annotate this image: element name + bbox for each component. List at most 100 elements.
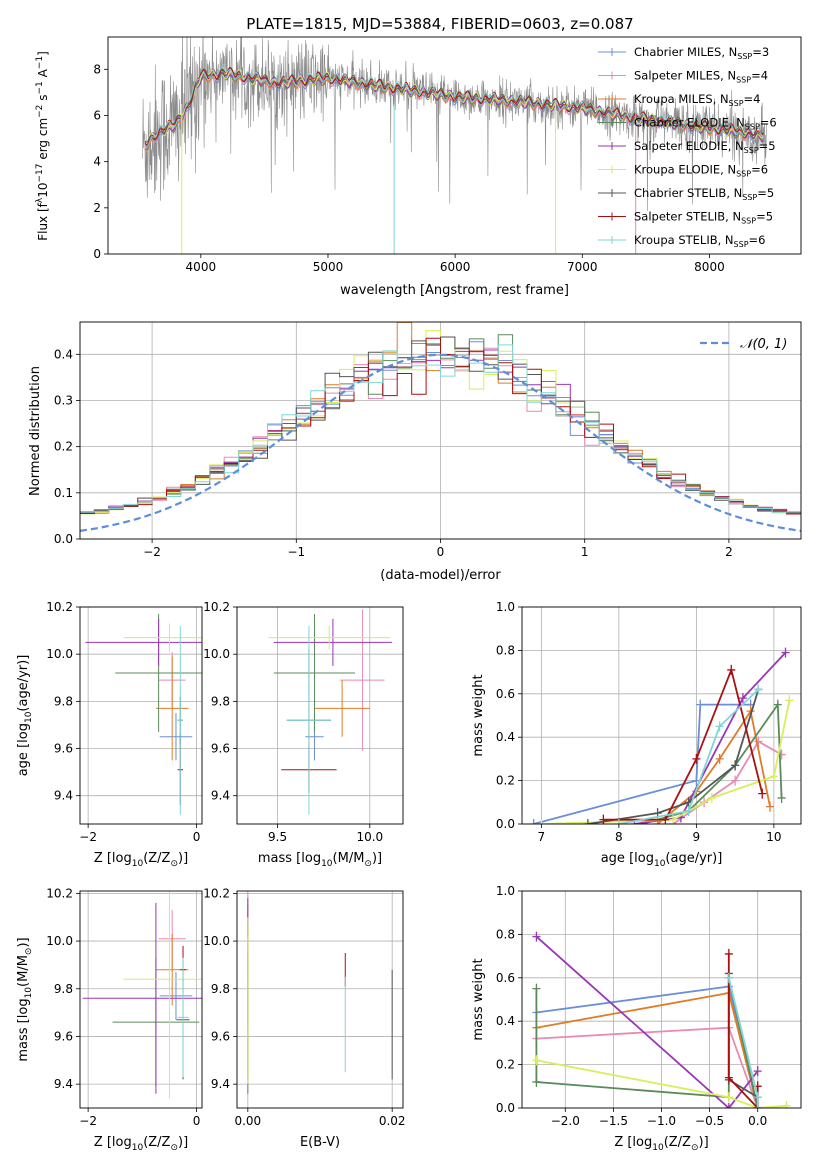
legend-entry: Salpeter ELODIE, NSSP=5 xyxy=(634,139,776,155)
x-tick-label: −2 xyxy=(79,1114,97,1128)
weight-line-chabrier_miles xyxy=(533,703,751,824)
y-tick-label: 0.8 xyxy=(496,643,515,657)
weight-marker-salpeter_stelib xyxy=(724,948,733,959)
y-tick-label: 0.6 xyxy=(496,971,515,985)
weight-marker-kroupa_elodie xyxy=(785,695,794,706)
y-tick-label: 8 xyxy=(93,62,101,76)
axes-residuals: −2 −1 0 1 2 0.0 0.1 0.2 0.3 0.4 𝒩(0, 1) (data-model… xyxy=(28,321,802,583)
y-tick-label: 0.2 xyxy=(54,440,73,454)
axes-frame xyxy=(79,606,203,825)
grid xyxy=(237,606,403,824)
label-part: ⊙ xyxy=(24,948,34,956)
label-part: −1 xyxy=(35,81,45,94)
legend-count: =4 xyxy=(744,92,761,106)
axes-age-vs-Z: −2 09.49.69.810.010.2Z [log10(Z/Z⊙)]age [… xyxy=(16,600,203,869)
legend-name: Salpeter MILES, N xyxy=(634,69,736,83)
legend-sub: SSP xyxy=(745,123,760,132)
legend-name: Salpeter ELODIE, N xyxy=(634,139,744,153)
label-part: Z [log xyxy=(614,1135,652,1150)
y-axis-label: age [log10(age/yr)] xyxy=(16,655,34,777)
model-spectrum-chabrier_stelib xyxy=(144,67,764,143)
y-tick-label: 0.0 xyxy=(496,1101,515,1115)
y-tick-label: 9.4 xyxy=(211,1077,230,1091)
weight-marker-chabrier_elodie xyxy=(532,983,541,994)
x-axis-label: age [log10(age/yr)] xyxy=(601,851,723,869)
weight-marker-kroupa_stelib xyxy=(724,972,733,983)
legend-sub: SSP xyxy=(742,193,757,202)
y-tick-label: 9.8 xyxy=(211,982,230,996)
weight-marker-kroupa_elodie xyxy=(724,1092,733,1103)
x-tick-label: −2.0 xyxy=(551,1114,580,1128)
y-tick-label: 0.8 xyxy=(496,927,515,941)
axes-age-vs-mass: 9.5 10.0 9.4 9.6 9.8 10.0 10.2 mass [log10(M/M⊙… xyxy=(203,600,404,869)
weight-marker-salpeter_stelib xyxy=(692,753,701,764)
legend-entry: 𝒩(0, 1) xyxy=(740,337,787,352)
weight-marker-chabrier_elodie xyxy=(773,699,782,710)
weight-marker-kroupa_stelib xyxy=(754,684,763,695)
legend-name: Kroupa MILES, N xyxy=(634,92,729,106)
y-tick-label: 9.6 xyxy=(211,742,230,756)
y-tick-label: 9.4 xyxy=(54,1077,73,1091)
y-tick-label: 6 xyxy=(93,108,101,122)
x-axis-label: Z [log10(Z/Z⊙)] xyxy=(94,1135,188,1153)
axes-frame xyxy=(79,890,203,1109)
x-tick-label: −2 xyxy=(79,830,97,844)
plot-area xyxy=(82,891,202,1099)
legend-name: Chabrier MILES, N xyxy=(634,45,737,59)
y-tick-label: 10.2 xyxy=(46,600,73,614)
x-tick-label: 2 xyxy=(725,545,733,559)
x-tick-label: 0 xyxy=(193,830,201,844)
residual-histogram-kroupa_stelib xyxy=(80,344,801,513)
weight-marker-salpeter_stelib xyxy=(661,814,670,824)
weight-marker-chabrier_miles xyxy=(696,699,705,710)
label-part: ] xyxy=(36,51,50,56)
weight-marker-salpeter_stelib xyxy=(758,788,767,799)
residual-histogram-salpeter_elodie xyxy=(80,349,801,514)
label-part: age [log xyxy=(16,723,31,776)
axes-frame xyxy=(521,606,802,825)
x-tick-label: 7 xyxy=(538,830,546,844)
y-tick-label: 0.0 xyxy=(54,532,73,546)
legend-sub: SSP xyxy=(736,170,751,179)
label-part: s xyxy=(36,95,50,105)
label-part: 10 xyxy=(24,987,34,999)
x-tick-label: 9.5 xyxy=(268,830,287,844)
label-part: erg cm xyxy=(36,118,50,164)
y-tick-label: 0.4 xyxy=(496,1014,515,1028)
legend-sub: SSP xyxy=(729,99,744,108)
legend-name: Kroupa ELODIE, N xyxy=(634,163,736,177)
legend-count: =4 xyxy=(751,69,768,83)
x-axis-label: Z [log10(Z/Z⊙)] xyxy=(94,851,188,869)
y-tick-label: 10.0 xyxy=(203,934,230,948)
legend-count: =5 xyxy=(756,210,773,224)
label-part: (Z/Z xyxy=(143,851,170,866)
label-part: )] xyxy=(178,1135,188,1150)
legend-name: Chabrier ELODIE, N xyxy=(634,116,745,130)
weight-line-kroupa_stelib xyxy=(618,688,760,824)
label-part: 10 xyxy=(36,183,50,198)
label-part: mass [log xyxy=(258,851,321,866)
label-part: 10 xyxy=(24,711,34,723)
label-part: −17 xyxy=(35,164,45,183)
weight-marker-kroupa_stelib xyxy=(715,721,724,732)
figure-title: PLATE=1815, MJD=53884, FIBERID=0603, z=0… xyxy=(246,15,633,33)
grid xyxy=(522,890,801,1109)
y-axis-label: mass weight xyxy=(471,674,486,756)
label-part: ⊙ xyxy=(364,859,372,869)
plot-area xyxy=(142,37,767,254)
weight-marker-kroupa_stelib xyxy=(753,1103,762,1108)
label-part: 10 xyxy=(132,1143,144,1153)
label-part: (age/yr)] xyxy=(16,655,31,712)
weight-marker-chabrier_elodie xyxy=(777,792,786,803)
x-tick-label: 5000 xyxy=(313,260,344,274)
y-tick-label: 10.0 xyxy=(203,647,230,661)
x-tick-label: 8000 xyxy=(694,260,725,274)
legend: Chabrier MILES, NSSP=3 Salpeter MILES, N S… xyxy=(598,45,777,249)
label-part: (M/M xyxy=(333,851,365,866)
y-tick-label: 2 xyxy=(93,201,101,215)
axes-mass-vs-ebv: 0.00 0.02 9.4 9.6 9.8 10.0 10.2 E(B-V) xyxy=(203,886,405,1150)
legend-entry: Chabrier MILES, NSSP=3 xyxy=(634,45,769,61)
axes-spectrum: 4000 5000 6000 7000 8000 0 2 4 6 8 wavelength [Ang… xyxy=(35,36,802,298)
